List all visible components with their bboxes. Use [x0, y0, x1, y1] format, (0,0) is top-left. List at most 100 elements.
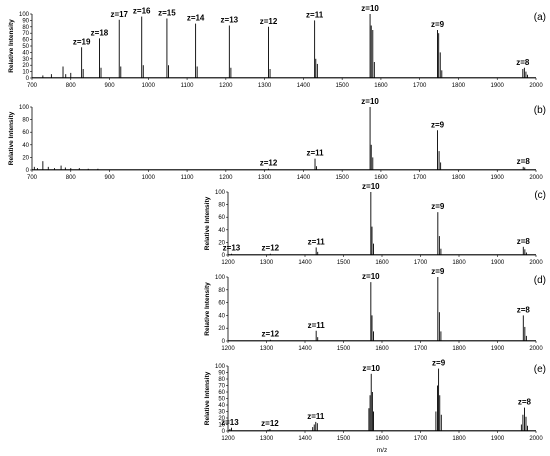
- y-tick-label: 0: [222, 253, 226, 259]
- x-tick-label: 2000: [529, 346, 543, 352]
- x-tick-label: 1800: [452, 175, 466, 181]
- x-tick-label: 1000: [142, 83, 156, 89]
- x-tick-label: 1200: [221, 436, 235, 442]
- x-tick-label: 1400: [298, 260, 312, 266]
- y-tick-label: 80: [22, 118, 29, 124]
- y-tick-label: 60: [218, 390, 225, 396]
- x-tick-label: 1400: [297, 83, 311, 89]
- x-tick-label: 1200: [221, 346, 235, 352]
- charge-state-label: z=10: [361, 4, 379, 13]
- charge-state-label: z=11: [307, 412, 325, 421]
- x-tick-label: 1400: [298, 436, 312, 442]
- x-tick-label: 1900: [491, 83, 505, 89]
- y-tick-label: 90: [218, 371, 225, 377]
- charge-state-label: z=17: [110, 10, 128, 19]
- x-tick-label: 900: [105, 175, 116, 181]
- x-tick-label: 1300: [258, 175, 272, 181]
- y-tick-label: 100: [215, 190, 226, 196]
- charge-state-label: z=18: [91, 28, 109, 37]
- y-tick-label: 40: [22, 50, 29, 56]
- charge-state-label: z=12: [260, 17, 278, 26]
- charge-state-label: z=10: [362, 272, 380, 281]
- y-tick-label: 80: [22, 25, 29, 31]
- y-tick-label: 30: [22, 57, 29, 63]
- y-tick-label: 40: [218, 228, 225, 234]
- charge-state-label: z=10: [362, 364, 380, 373]
- charge-state-label: z=8: [517, 305, 531, 314]
- x-tick-label: 2000: [529, 436, 543, 442]
- panel-label: (a): [534, 12, 546, 23]
- y-tick-label: 100: [215, 275, 226, 281]
- x-tick-label: 1800: [452, 436, 466, 442]
- x-tick-label: 1200: [219, 175, 233, 181]
- y-tick-label: 40: [218, 313, 225, 319]
- y-axis-title: Relative Intensity: [8, 111, 15, 165]
- y-tick-label: 50: [218, 397, 225, 403]
- x-tick-label: 1100: [181, 175, 195, 181]
- y-axis-title: Relative Intensity: [8, 19, 15, 73]
- charge-state-label: z=15: [158, 8, 176, 17]
- y-tick-label: 60: [22, 130, 29, 136]
- charge-state-label: z=8: [517, 157, 531, 166]
- y-tick-label: 20: [22, 155, 29, 161]
- x-tick-label: 1200: [219, 83, 233, 89]
- charge-state-label: z=12: [262, 244, 280, 253]
- charge-state-label: z=9: [432, 359, 446, 368]
- x-tick-label: 1900: [491, 346, 505, 352]
- charge-state-label: z=10: [362, 182, 380, 191]
- x-tick-label: 900: [105, 83, 116, 89]
- y-tick-label: 20: [218, 416, 225, 422]
- y-axis-title: Relative Intensity: [204, 282, 211, 336]
- y-tick-label: 50: [22, 44, 29, 50]
- x-tick-label: 1100: [181, 83, 195, 89]
- y-tick-label: 100: [19, 105, 30, 111]
- x-tick-label: 1500: [337, 346, 351, 352]
- y-tick-label: 40: [218, 403, 225, 409]
- y-tick-label: 70: [22, 31, 29, 37]
- y-tick-label: 60: [22, 38, 29, 44]
- x-tick-label: 1800: [452, 83, 466, 89]
- y-tick-label: 40: [22, 143, 29, 149]
- charge-state-label: z=9: [431, 20, 445, 29]
- x-tick-label: 1600: [375, 260, 389, 266]
- charge-state-label: z=11: [308, 237, 326, 246]
- y-tick-label: 0: [222, 339, 226, 345]
- x-tick-label: 1400: [297, 175, 311, 181]
- x-tick-label: 2000: [529, 260, 543, 266]
- y-tick-label: 10: [22, 70, 29, 76]
- charge-state-label: z=13: [223, 244, 241, 253]
- y-tick-label: 20: [22, 63, 29, 69]
- x-tick-label: 1300: [258, 83, 272, 89]
- y-tick-label: 0: [222, 429, 226, 435]
- panel-label: (d): [534, 275, 546, 286]
- charge-state-label: z=14: [187, 14, 205, 23]
- x-tick-label: 1700: [413, 83, 427, 89]
- x-tick-label: 1600: [374, 83, 388, 89]
- spectrum-panel: 0 20 40 60 80 100 700 800 900 1000 1100 1200 1300 140…: [8, 97, 546, 181]
- charge-state-label: z=10: [361, 97, 379, 106]
- x-tick-label: 700: [27, 175, 38, 181]
- charge-state-label: z=8: [517, 237, 531, 246]
- panel-label: (b): [534, 105, 546, 116]
- charge-state-label: z=9: [431, 202, 445, 211]
- x-tick-label: 1300: [260, 436, 274, 442]
- y-tick-label: 100: [19, 12, 30, 18]
- x-tick-label: 1800: [452, 346, 466, 352]
- x-tick-label: 1200: [221, 260, 235, 266]
- x-tick-label: 1700: [414, 436, 428, 442]
- x-tick-label: 1400: [298, 346, 312, 352]
- charge-state-label: z=12: [261, 419, 279, 428]
- charge-state-label: z=9: [431, 267, 445, 276]
- spectrum-panel: 0 20 40 60 80 100 1200 1300 1400 1500 1600 1700 1800…: [204, 267, 546, 352]
- charge-state-label: z=8: [516, 58, 530, 67]
- x-tick-label: 800: [66, 175, 77, 181]
- charge-state-label: z=11: [306, 149, 324, 158]
- x-tick-label: 1700: [414, 260, 428, 266]
- y-tick-label: 0: [26, 168, 30, 174]
- charge-state-label: z=12: [262, 330, 280, 339]
- x-tick-label: 1600: [374, 175, 388, 181]
- x-tick-label: 2000: [529, 83, 543, 89]
